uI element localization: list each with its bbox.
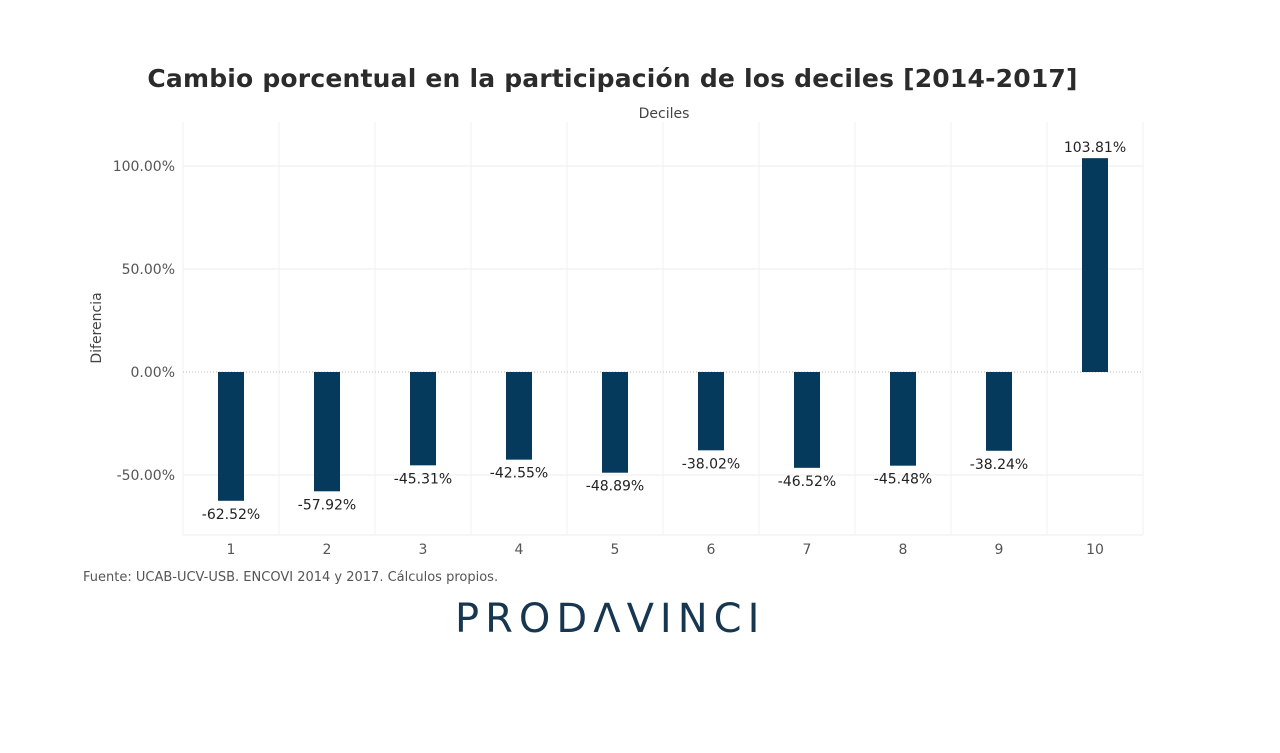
x-tick-label: 4	[515, 542, 524, 558]
bar-decile-6	[698, 372, 724, 451]
x-tick-label: 6	[707, 542, 716, 558]
data-label: -45.48%	[874, 472, 932, 488]
data-label: -57.92%	[298, 497, 356, 513]
bar-decile-10	[1082, 158, 1108, 372]
x-axis-label: Deciles	[638, 106, 690, 122]
y-tick-label: 50.00%	[122, 262, 175, 278]
chart-title: Cambio porcentual en la participación de…	[147, 64, 1078, 93]
bar-decile-8	[890, 372, 916, 466]
data-label: -38.24%	[970, 457, 1028, 473]
x-tick-label: 9	[995, 542, 1004, 558]
data-label: -46.52%	[778, 474, 836, 490]
y-tick-label: -50.00%	[117, 468, 175, 484]
x-tick-label: 2	[323, 542, 332, 558]
prodavinci-logo: PRODΛVINCI	[455, 596, 766, 642]
bar-decile-4	[506, 372, 532, 460]
bar-decile-3	[410, 372, 436, 466]
data-label: -42.55%	[490, 466, 548, 482]
y-tick-label: 100.00%	[113, 159, 175, 175]
bar-decile-9	[986, 372, 1012, 451]
data-label: -45.31%	[394, 471, 452, 487]
data-label: -48.89%	[586, 479, 644, 495]
data-label: 103.81%	[1064, 140, 1126, 156]
y-tick-label: 0.00%	[131, 365, 175, 381]
data-label: -62.52%	[202, 507, 260, 523]
data-label: -38.02%	[682, 456, 740, 472]
x-tick-label: 7	[803, 542, 812, 558]
bar-decile-7	[794, 372, 820, 468]
bar-decile-2	[314, 372, 340, 492]
x-tick-label: 8	[899, 542, 908, 558]
source-note: Fuente: UCAB-UCV-USB. ENCOVI 2014 y 2017…	[83, 570, 499, 585]
x-tick-label: 1	[227, 542, 236, 558]
bar-decile-1	[218, 372, 244, 501]
bar-decile-5	[602, 372, 628, 473]
x-tick-label: 5	[611, 542, 620, 558]
x-tick-label: 10	[1086, 542, 1104, 558]
x-tick-label: 3	[419, 542, 428, 558]
